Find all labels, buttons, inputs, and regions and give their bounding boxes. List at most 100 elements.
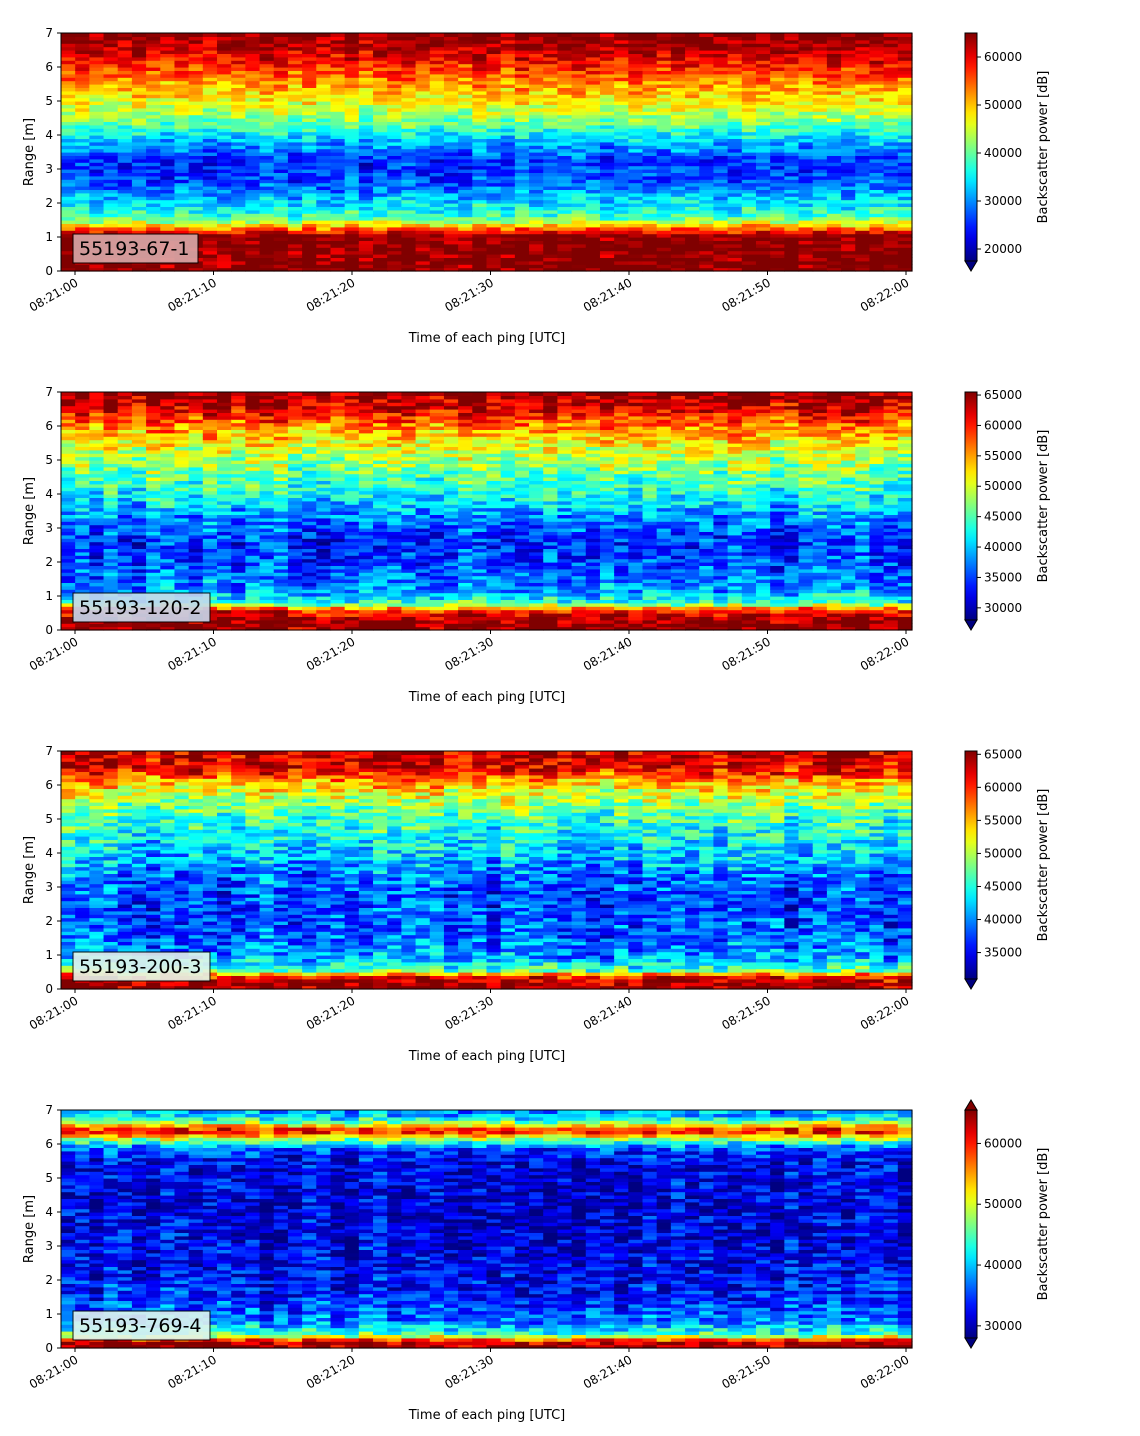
axes-frame [60, 32, 913, 272]
colorbar-tick-label: 30000 [984, 194, 1022, 208]
colorbar-tick-label: 65000 [984, 388, 1022, 402]
y-tick-label: 1 [45, 589, 53, 603]
x-tick-label: 08:21:30 [442, 275, 496, 314]
axes-frame [60, 391, 913, 631]
echogram-panel-3: 0 1 2 3 4 5 6 7 08:21:00 08:21:10 08:21:20 08:21:30… [22, 744, 1051, 1064]
colorbar-extend-min [964, 1337, 978, 1349]
y-tick-label: 0 [45, 1341, 53, 1355]
y-tick-label: 3 [45, 521, 53, 535]
echogram-panel-2: 0 1 2 3 4 5 6 7 08:21:00 08:21:10 08:21:20 08:21:30… [22, 385, 1051, 705]
y-tick-label: 3 [45, 162, 53, 176]
colorbar-tick-label: 50000 [984, 479, 1022, 493]
colorbar-label: Backscatter power [dB] [1036, 1148, 1051, 1301]
x-tick-label: 08:21:00 [27, 634, 81, 673]
x-tick-label: 08:21:30 [442, 1352, 496, 1391]
colorbar-tick-label: 60000 [984, 1136, 1022, 1150]
x-tick-label: 08:21:00 [27, 1352, 81, 1391]
y-axis-label: Range [m] [22, 836, 37, 904]
colorbar-tick-label: 35000 [984, 946, 1022, 960]
x-tick-label: 08:21:40 [581, 275, 635, 314]
colorbar-tick-label: 35000 [984, 570, 1022, 584]
x-axis-label: Time of each ping [UTC] [408, 1049, 566, 1064]
colorbar-tick-label: 30000 [984, 1319, 1022, 1333]
colorbar-tick-label: 40000 [984, 540, 1022, 554]
annotation-label: 55193-200-3 [79, 956, 202, 978]
colorbar-tick-label: 60000 [984, 50, 1022, 64]
x-tick-label: 08:21:20 [304, 993, 358, 1032]
annotation-label: 55193-769-4 [79, 1315, 202, 1337]
x-axis-label: Time of each ping [UTC] [408, 331, 566, 346]
colorbar-tick-label: 40000 [984, 146, 1022, 160]
y-tick-label: 2 [45, 555, 53, 569]
y-tick-label: 0 [45, 623, 53, 637]
colorbar-extend-min [964, 619, 978, 631]
colorbar-tick-label: 40000 [984, 1258, 1022, 1272]
colorbar-tick-label: 55000 [984, 449, 1022, 463]
colorbar-tick-label: 20000 [984, 242, 1022, 256]
annotation-box: 55193-769-4 [72, 1310, 211, 1341]
colorbar-body [964, 1109, 978, 1339]
y-tick-label: 6 [45, 60, 53, 74]
x-tick-label: 08:21:10 [165, 634, 219, 673]
annotation-box: 55193-200-3 [72, 951, 211, 982]
y-axis-label: Range [m] [22, 477, 37, 545]
y-tick-label: 5 [45, 1171, 53, 1185]
x-tick-label: 08:21:50 [719, 1352, 773, 1391]
x-tick-label: 08:22:00 [858, 993, 912, 1032]
colorbar-body [964, 750, 978, 980]
y-tick-label: 7 [45, 385, 53, 399]
colorbar: 30000 40000 50000 60000 Backscatter power [d… [964, 1099, 1051, 1349]
colorbar-extend-max [964, 1099, 978, 1111]
x-tick-label: 08:22:00 [858, 634, 912, 673]
x-tick-label: 08:21:10 [165, 1352, 219, 1391]
y-tick-label: 6 [45, 1137, 53, 1151]
heatmap-cells [61, 33, 913, 272]
y-tick-label: 2 [45, 1273, 53, 1287]
x-tick-label: 08:21:00 [27, 275, 81, 314]
colorbar-body [964, 32, 978, 262]
annotation-background [72, 1310, 211, 1341]
annotation-box: 55193-120-2 [72, 592, 211, 623]
colorbar-tick-label: 55000 [984, 813, 1022, 827]
colorbar-body [964, 391, 978, 621]
y-tick-label: 7 [45, 26, 53, 40]
axes-frame [60, 750, 913, 990]
x-tick-label: 08:21:10 [165, 275, 219, 314]
colorbar: 20000 30000 40000 50000 60000 Backscatter pow… [964, 32, 1051, 272]
x-tick-label: 08:21:50 [719, 275, 773, 314]
axes-frame [60, 1109, 913, 1349]
x-tick-label: 08:21:50 [719, 993, 773, 1032]
annotation-background [72, 951, 211, 982]
echogram-panel-4: 0 1 2 3 4 5 6 7 08:21:00 08:21:10 08:21:20 08:21:30… [22, 1099, 1051, 1423]
x-tick-label: 08:21:30 [442, 634, 496, 673]
x-tick-label: 08:22:00 [858, 275, 912, 314]
x-tick-label: 08:21:20 [304, 275, 358, 314]
colorbar-tick-label: 60000 [984, 780, 1022, 794]
y-tick-label: 7 [45, 744, 53, 758]
x-tick-label: 08:21:50 [719, 634, 773, 673]
y-tick-label: 1 [45, 1307, 53, 1321]
y-tick-label: 4 [45, 1205, 53, 1219]
x-tick-label: 08:21:40 [581, 634, 635, 673]
heatmap-cells [61, 751, 913, 990]
colorbar-label: Backscatter power [dB] [1036, 430, 1051, 583]
annotation-label: 55193-67-1 [79, 238, 189, 260]
colorbar-tick-label: 40000 [984, 913, 1022, 927]
x-axis-label: Time of each ping [UTC] [408, 690, 566, 705]
colorbar-tick-label: 30000 [984, 601, 1022, 615]
colorbar-tick-label: 60000 [984, 418, 1022, 432]
y-tick-label: 6 [45, 778, 53, 792]
colorbar-label: Backscatter power [dB] [1036, 71, 1051, 224]
colorbar-tick-label: 50000 [984, 1197, 1022, 1211]
y-tick-label: 5 [45, 453, 53, 467]
colorbar-tick-label: 50000 [984, 98, 1022, 112]
colorbar-tick-label: 50000 [984, 846, 1022, 860]
y-tick-label: 4 [45, 846, 53, 860]
y-tick-label: 2 [45, 196, 53, 210]
y-tick-label: 0 [45, 264, 53, 278]
colorbar: 30000 35000 40000 45000 50000 55000 60000 65000… [964, 388, 1051, 631]
y-tick-label: 0 [45, 982, 53, 996]
annotation-background [72, 233, 199, 264]
x-tick-label: 08:21:40 [581, 1352, 635, 1391]
